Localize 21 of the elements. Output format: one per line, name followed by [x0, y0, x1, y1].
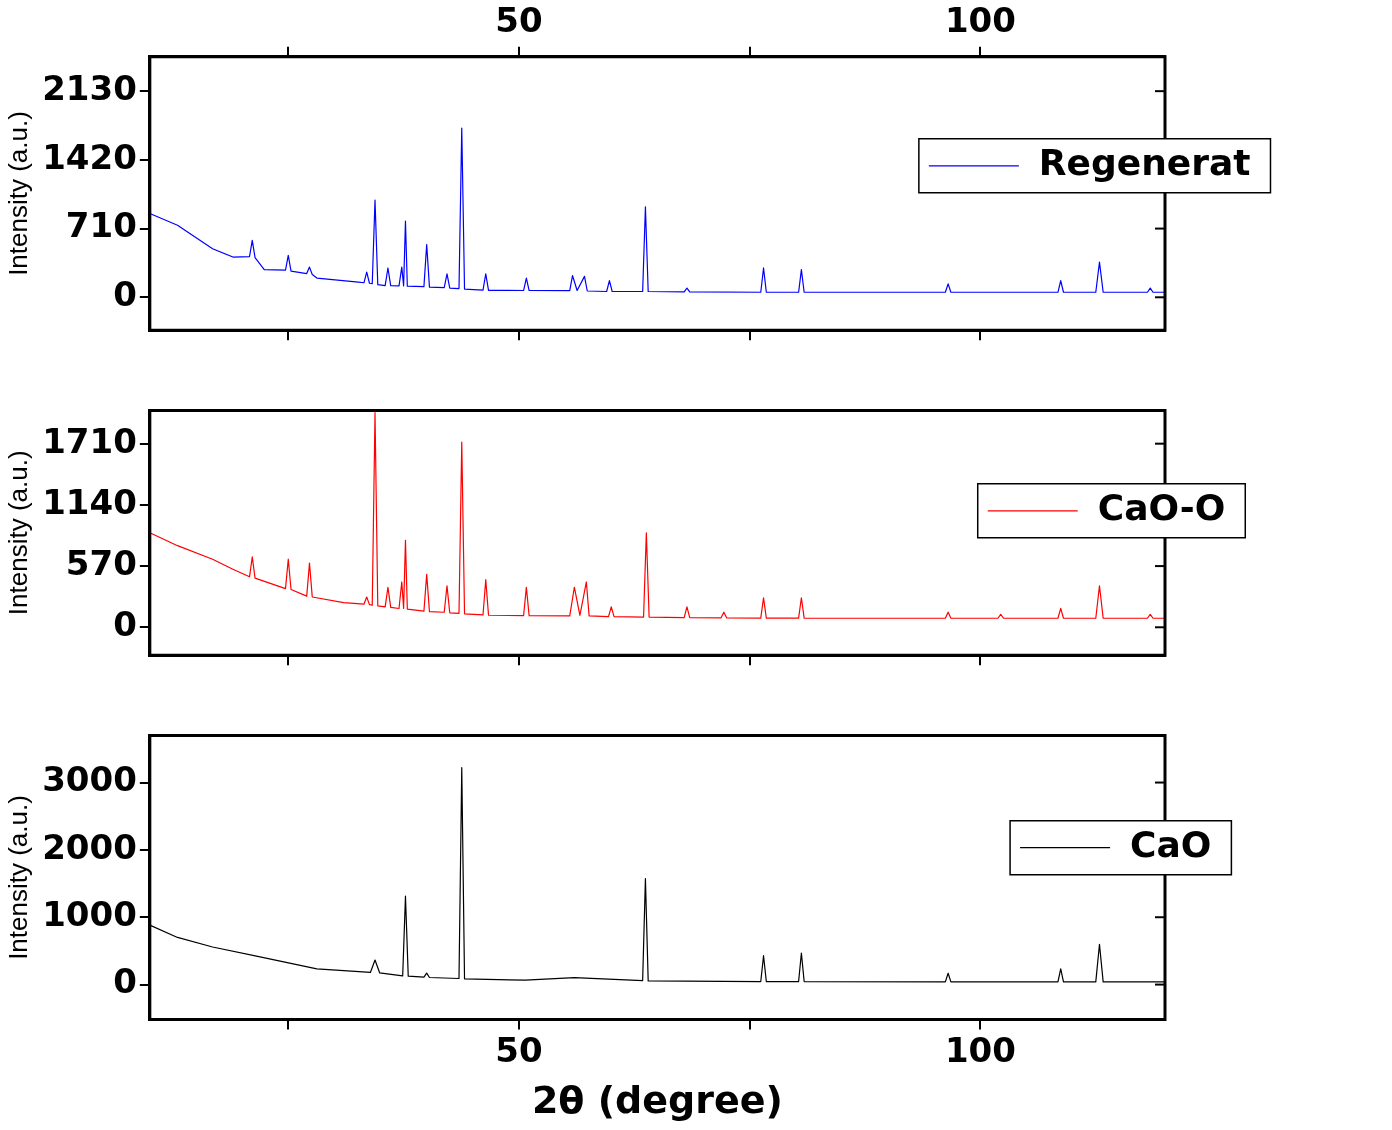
y-axis-title: Intensity (a.u.)	[2, 795, 33, 960]
y-tick-label: 710	[65, 205, 137, 246]
y-axis-title: Intensity (a.u.)	[2, 111, 33, 276]
y-tick-label: 1140	[42, 481, 137, 522]
y-tick-label: 0	[113, 961, 137, 1002]
y-tick-label: 570	[65, 542, 137, 583]
y-tick-label: 3000	[42, 759, 137, 800]
y-tick-label: 1000	[42, 894, 137, 935]
y-tick-label: 0	[113, 604, 137, 645]
y-tick-label: 2000	[42, 826, 137, 867]
x2-tick-label: 100	[944, 0, 1016, 41]
x2-tick-label: 50	[495, 0, 543, 41]
y-tick-label: 0	[113, 274, 137, 315]
y-tick-label: 2130	[42, 67, 137, 108]
x-axis-title: 2θ (degree)	[531, 1078, 783, 1123]
legend-label: CaO-O	[1097, 487, 1226, 529]
y-axis-title: Intensity (a.u.)	[2, 450, 33, 616]
legend-label: Regenerat	[1038, 142, 1251, 184]
y-tick-label: 1710	[42, 420, 137, 461]
legend-label: CaO	[1130, 824, 1212, 866]
y-tick-label: 1420	[42, 136, 137, 177]
